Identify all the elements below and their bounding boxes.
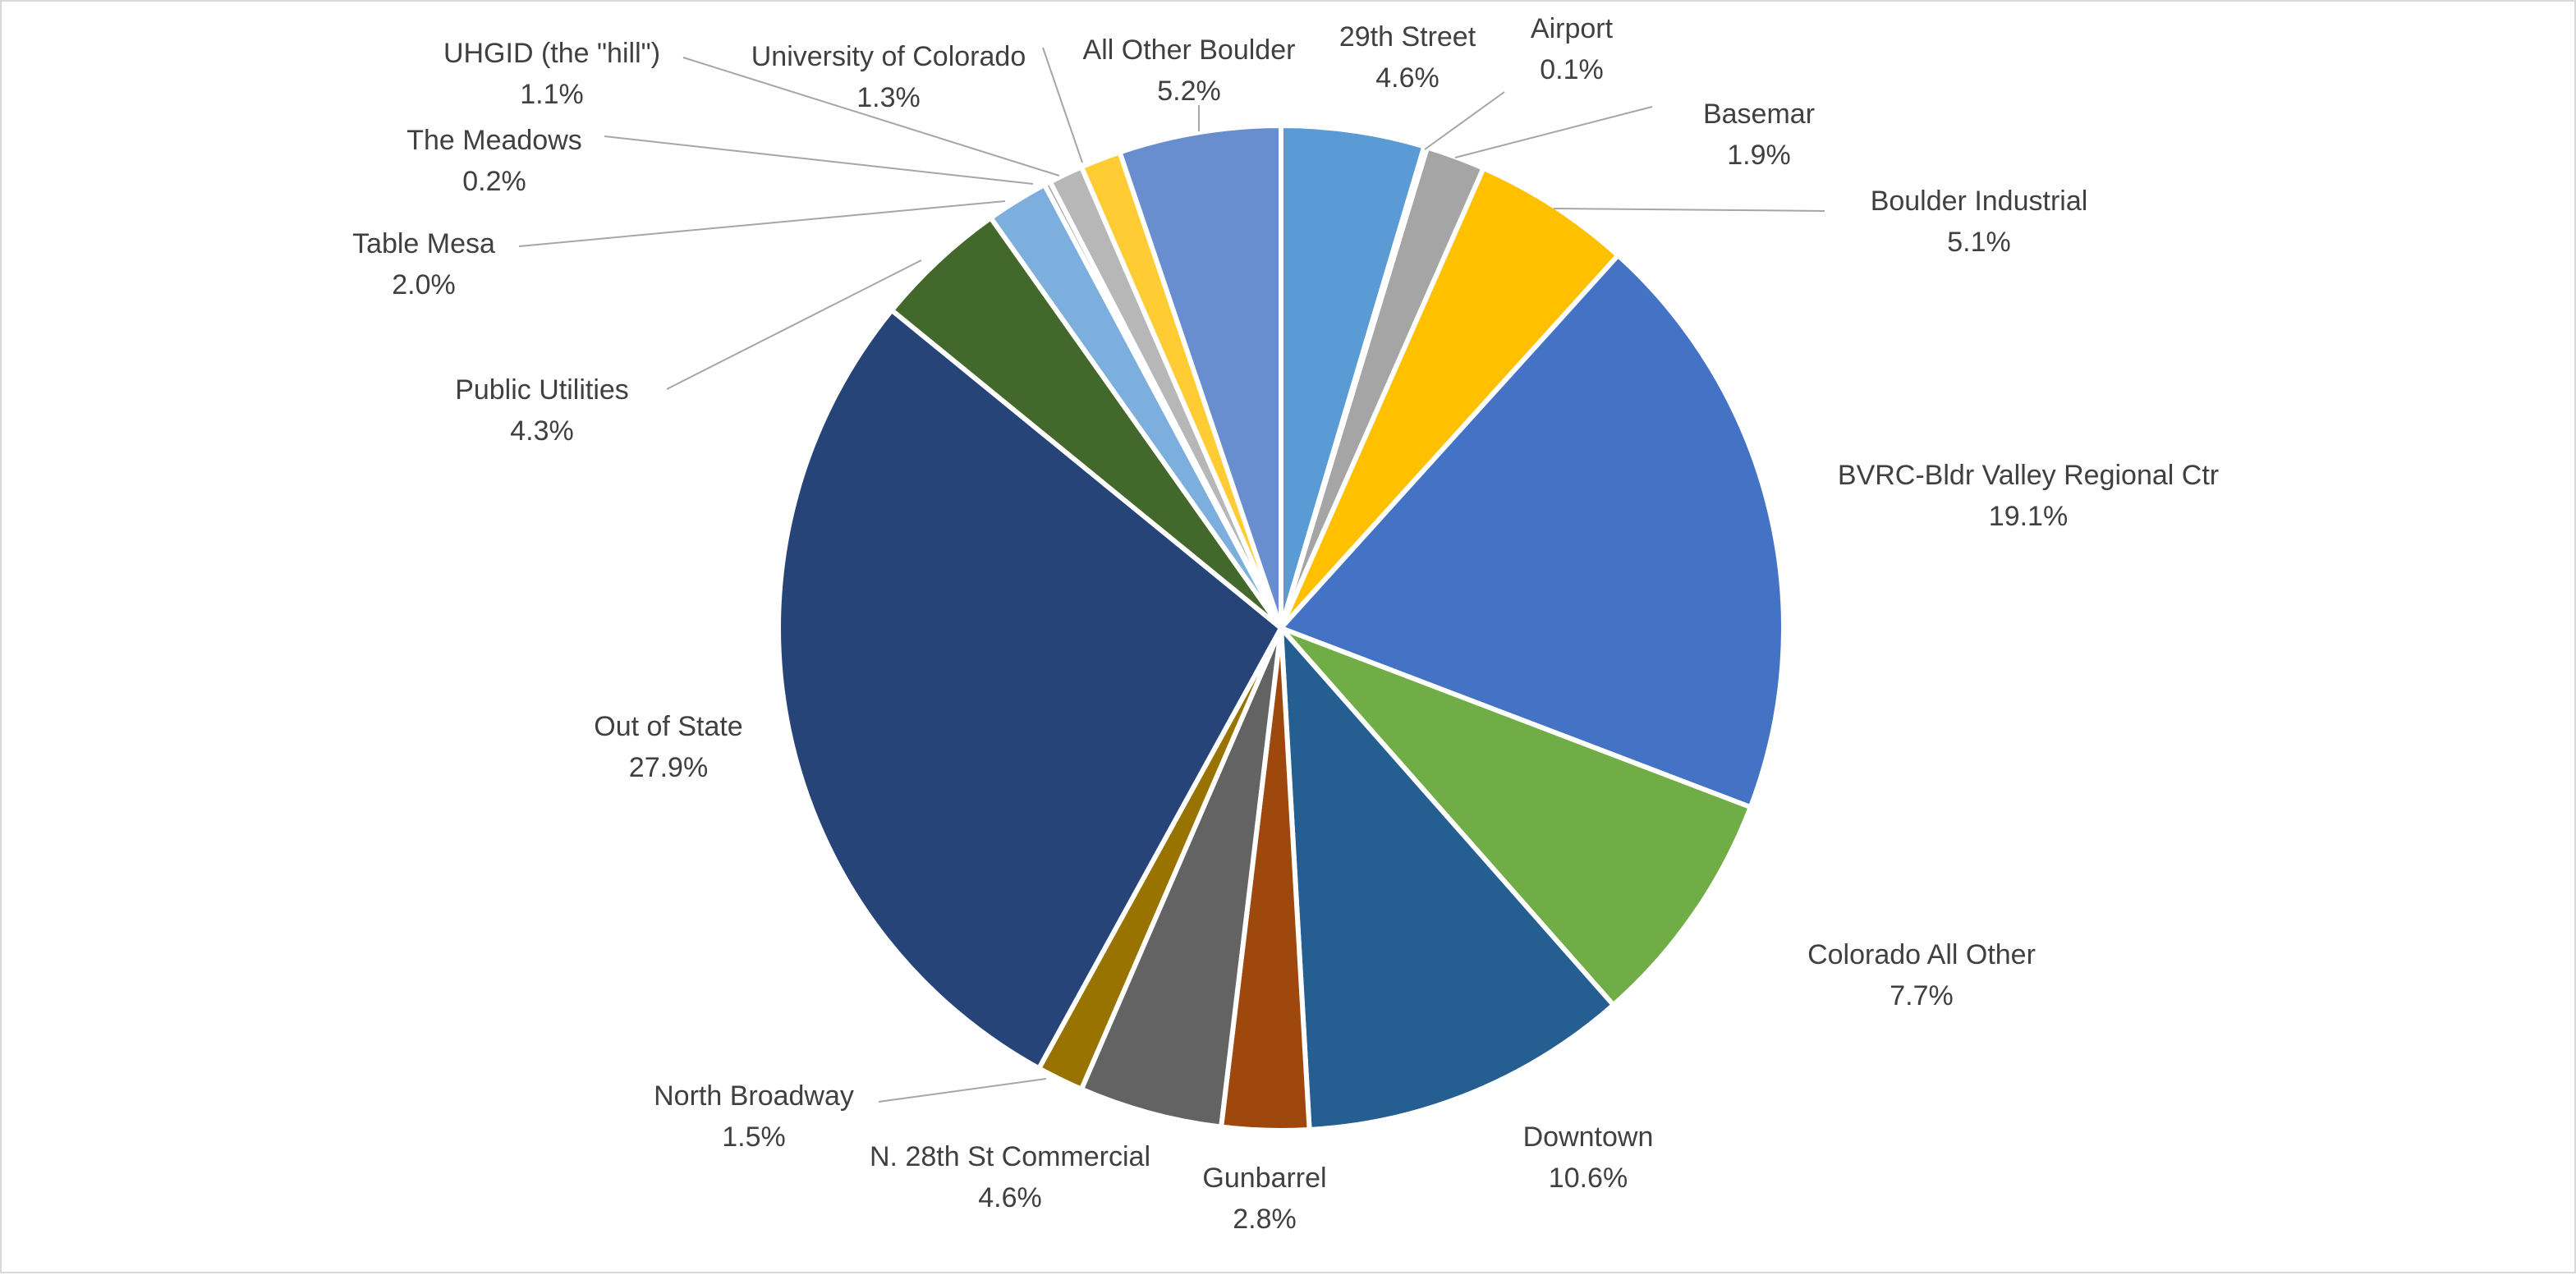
- slice-name-label: The Meadows: [406, 125, 582, 156]
- slice-value-label: 0.2%: [462, 166, 526, 197]
- data-label: All Other Boulder 5.2%: [1083, 34, 1296, 107]
- data-label: 29th Street 4.6%: [1339, 21, 1476, 94]
- pie-slice-bvrc-bldr-valley-regional-ctr: [1279, 253, 1786, 810]
- pie-slice-colorado-all-other: [1279, 626, 1753, 1008]
- leader-line: [666, 259, 922, 390]
- pie-slice-out-of-state: [776, 307, 1283, 1071]
- leader-line: [682, 57, 1060, 177]
- pie-slice-boulder-industrial: [1279, 165, 1621, 631]
- slice-name-label: Colorado All Other: [1807, 939, 2036, 970]
- leader-line: [518, 200, 1006, 247]
- leader-line: [604, 135, 1034, 185]
- leader-line: [1553, 208, 1825, 212]
- slice-value-label: 0.1%: [1540, 54, 1604, 85]
- slice-value-label: 1.3%: [856, 82, 921, 113]
- slice-name-label: University of Colorado: [751, 41, 1026, 72]
- pie-slice-public-utilities: [889, 215, 1283, 631]
- data-label: Table Mesa 2.0%: [352, 228, 495, 300]
- data-label: Out of State 27.9%: [594, 711, 742, 783]
- slice-name-label: All Other Boulder: [1083, 34, 1296, 66]
- slice-name-label: BVRC-Bldr Valley Regional Ctr: [1838, 460, 2219, 491]
- slice-name-label: North Broadway: [654, 1080, 854, 1112]
- slice-value-label: 10.6%: [1549, 1163, 1628, 1194]
- slice-name-label: UHGID (the "hill"): [443, 38, 660, 69]
- leader-line: [1454, 106, 1653, 158]
- data-label: UHGID (the "hill") 1.1%: [443, 38, 660, 110]
- leader-line: [1424, 91, 1505, 150]
- data-label: Airport 0.1%: [1531, 13, 1614, 85]
- slice-value-label: 19.1%: [1989, 501, 2068, 532]
- slice-value-label: 27.9%: [629, 752, 708, 783]
- slice-value-label: 2.8%: [1233, 1204, 1297, 1235]
- slice-value-label: 4.6%: [1375, 62, 1440, 94]
- data-label: Boulder Industrial 5.1%: [1871, 186, 2088, 258]
- data-label: North Broadway 1.5%: [654, 1080, 854, 1153]
- slice-value-label: 1.9%: [1727, 140, 1791, 171]
- slice-value-label: 2.0%: [392, 269, 456, 300]
- slice-value-label: 5.2%: [1157, 76, 1221, 107]
- data-labels: 29th Street 4.6% Airport 0.1% Basemar 1.9% Bou…: [352, 13, 2219, 1235]
- slice-name-label: 29th Street: [1339, 21, 1476, 53]
- data-label: Public Utilities 4.3%: [455, 374, 629, 447]
- slice-name-label: N. 28th St Commercial: [870, 1141, 1150, 1172]
- data-label: The Meadows 0.2%: [406, 125, 582, 197]
- data-label: University of Colorado 1.3%: [751, 41, 1026, 113]
- slice-name-label: Table Mesa: [352, 228, 495, 259]
- slice-value-label: 7.7%: [1890, 980, 1954, 1011]
- slice-name-label: Out of State: [594, 711, 742, 742]
- slice-value-label: 5.1%: [1947, 227, 2011, 258]
- data-label: Basemar 1.9%: [1703, 99, 1815, 171]
- slice-value-label: 4.6%: [978, 1182, 1042, 1213]
- data-label: Colorado All Other 7.7%: [1807, 939, 2036, 1011]
- pie-slice-downtown: [1279, 626, 1616, 1133]
- leader-line: [1042, 47, 1083, 163]
- slice-name-label: Gunbarrel: [1202, 1163, 1326, 1194]
- slice-name-label: Boulder Industrial: [1871, 186, 2088, 217]
- slice-name-label: Airport: [1531, 13, 1614, 44]
- leader-line: [878, 1078, 1047, 1103]
- slice-value-label: 1.5%: [722, 1121, 786, 1153]
- pie-slice-n-28th-st-commercial: [1078, 626, 1283, 1130]
- data-label: N. 28th St Commercial 4.6%: [870, 1141, 1150, 1213]
- slice-name-label: Public Utilities: [455, 374, 629, 406]
- data-label: Gunbarrel 2.8%: [1202, 1163, 1326, 1235]
- leader-lines: [518, 47, 1825, 1103]
- data-label: BVRC-Bldr Valley Regional Ctr 19.1%: [1838, 460, 2219, 532]
- slice-value-label: 4.3%: [510, 415, 574, 447]
- pie-slices: [776, 123, 1786, 1133]
- pie-slice-all-other-boulder: [1117, 123, 1283, 631]
- slice-value-label: 1.1%: [520, 79, 584, 110]
- slice-name-label: Basemar: [1703, 99, 1815, 130]
- data-label: Downtown 10.6%: [1523, 1121, 1654, 1194]
- slice-name-label: Downtown: [1523, 1121, 1654, 1153]
